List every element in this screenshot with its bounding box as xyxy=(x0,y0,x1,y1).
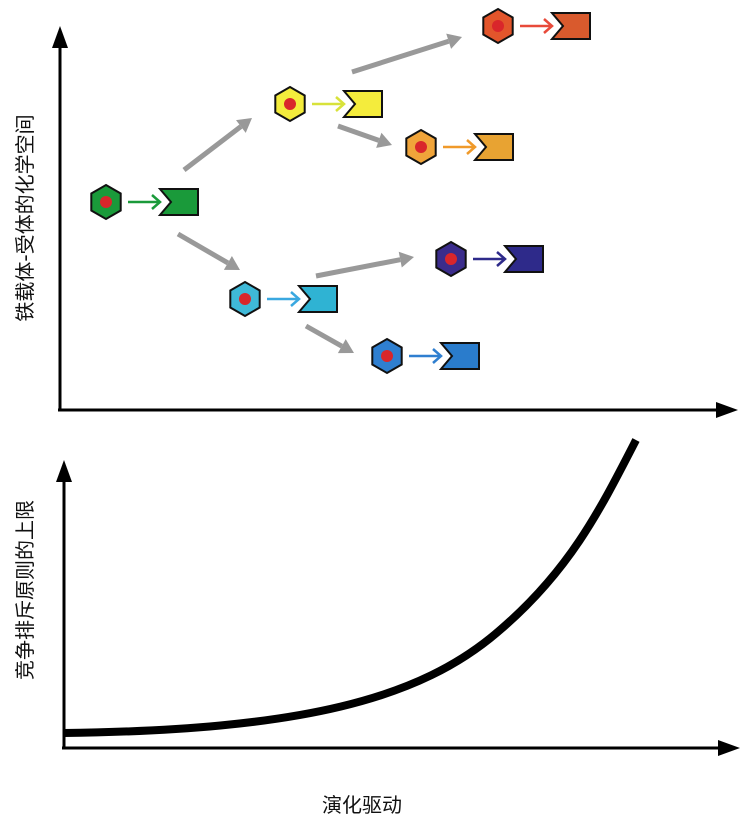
branch-arrows xyxy=(176,33,462,354)
receptor-shape xyxy=(438,342,480,370)
nodes xyxy=(90,7,591,375)
binding-arrow-head xyxy=(290,291,301,307)
node-yellow xyxy=(274,85,383,123)
branch-arrow-head xyxy=(376,132,392,148)
binding-arrow-head xyxy=(543,18,554,34)
iron-dot xyxy=(381,350,393,362)
binding-arrow-head xyxy=(496,251,507,267)
binding-arrow-head xyxy=(432,348,443,364)
branch-arrow-head xyxy=(236,118,252,133)
receptor-shape xyxy=(296,285,338,313)
binding-arrow-head xyxy=(151,194,162,210)
receptor-shape xyxy=(341,90,383,118)
node-navy xyxy=(435,240,544,278)
top-y-axis-arrowhead xyxy=(52,26,68,48)
receptor-shape xyxy=(549,12,591,40)
iron-dot xyxy=(415,141,427,153)
branch-arrow-shaft xyxy=(337,123,380,143)
iron-dot xyxy=(239,293,251,305)
node-blue xyxy=(371,337,480,375)
binding-arrow-head xyxy=(335,96,346,112)
node-orange xyxy=(405,128,514,166)
branch-arrow-head xyxy=(446,33,462,49)
branch-arrow-shaft xyxy=(315,257,401,279)
receptor-shape xyxy=(472,133,514,161)
binding-arrow-head xyxy=(466,139,477,155)
branch-arrow-head xyxy=(398,251,414,268)
receptor-shape xyxy=(157,188,199,216)
bottom-x-axis-arrowhead xyxy=(718,740,740,756)
node-orange-red xyxy=(482,7,591,45)
node-green xyxy=(90,183,199,221)
branch-arrow-shaft xyxy=(351,38,450,75)
iron-dot xyxy=(284,98,296,110)
receptor-shape xyxy=(502,245,544,273)
branch-arrow-head xyxy=(337,339,354,354)
upper-limit-curve xyxy=(63,438,640,737)
top-y-axis-label: 铁载体-受体的化学空间 xyxy=(13,114,37,321)
node-cyan xyxy=(229,280,338,318)
top-panel-axes xyxy=(52,26,738,418)
branch-arrow-head xyxy=(223,256,240,270)
branch-arrow-shaft xyxy=(304,323,344,349)
iron-dot xyxy=(445,253,457,265)
bottom-y-axis-label: 竞争排斥原则的上限 xyxy=(13,500,37,680)
branch-arrow-shaft xyxy=(176,231,230,266)
bottom-panel-axes xyxy=(56,460,740,756)
iron-dot xyxy=(492,20,504,32)
iron-dot xyxy=(100,196,112,208)
bottom-y-axis-arrowhead xyxy=(56,460,72,482)
top-x-axis-arrowhead xyxy=(716,402,738,418)
bottom-x-axis-label: 演化驱动 xyxy=(322,793,402,817)
branch-arrow-shaft xyxy=(182,124,243,172)
